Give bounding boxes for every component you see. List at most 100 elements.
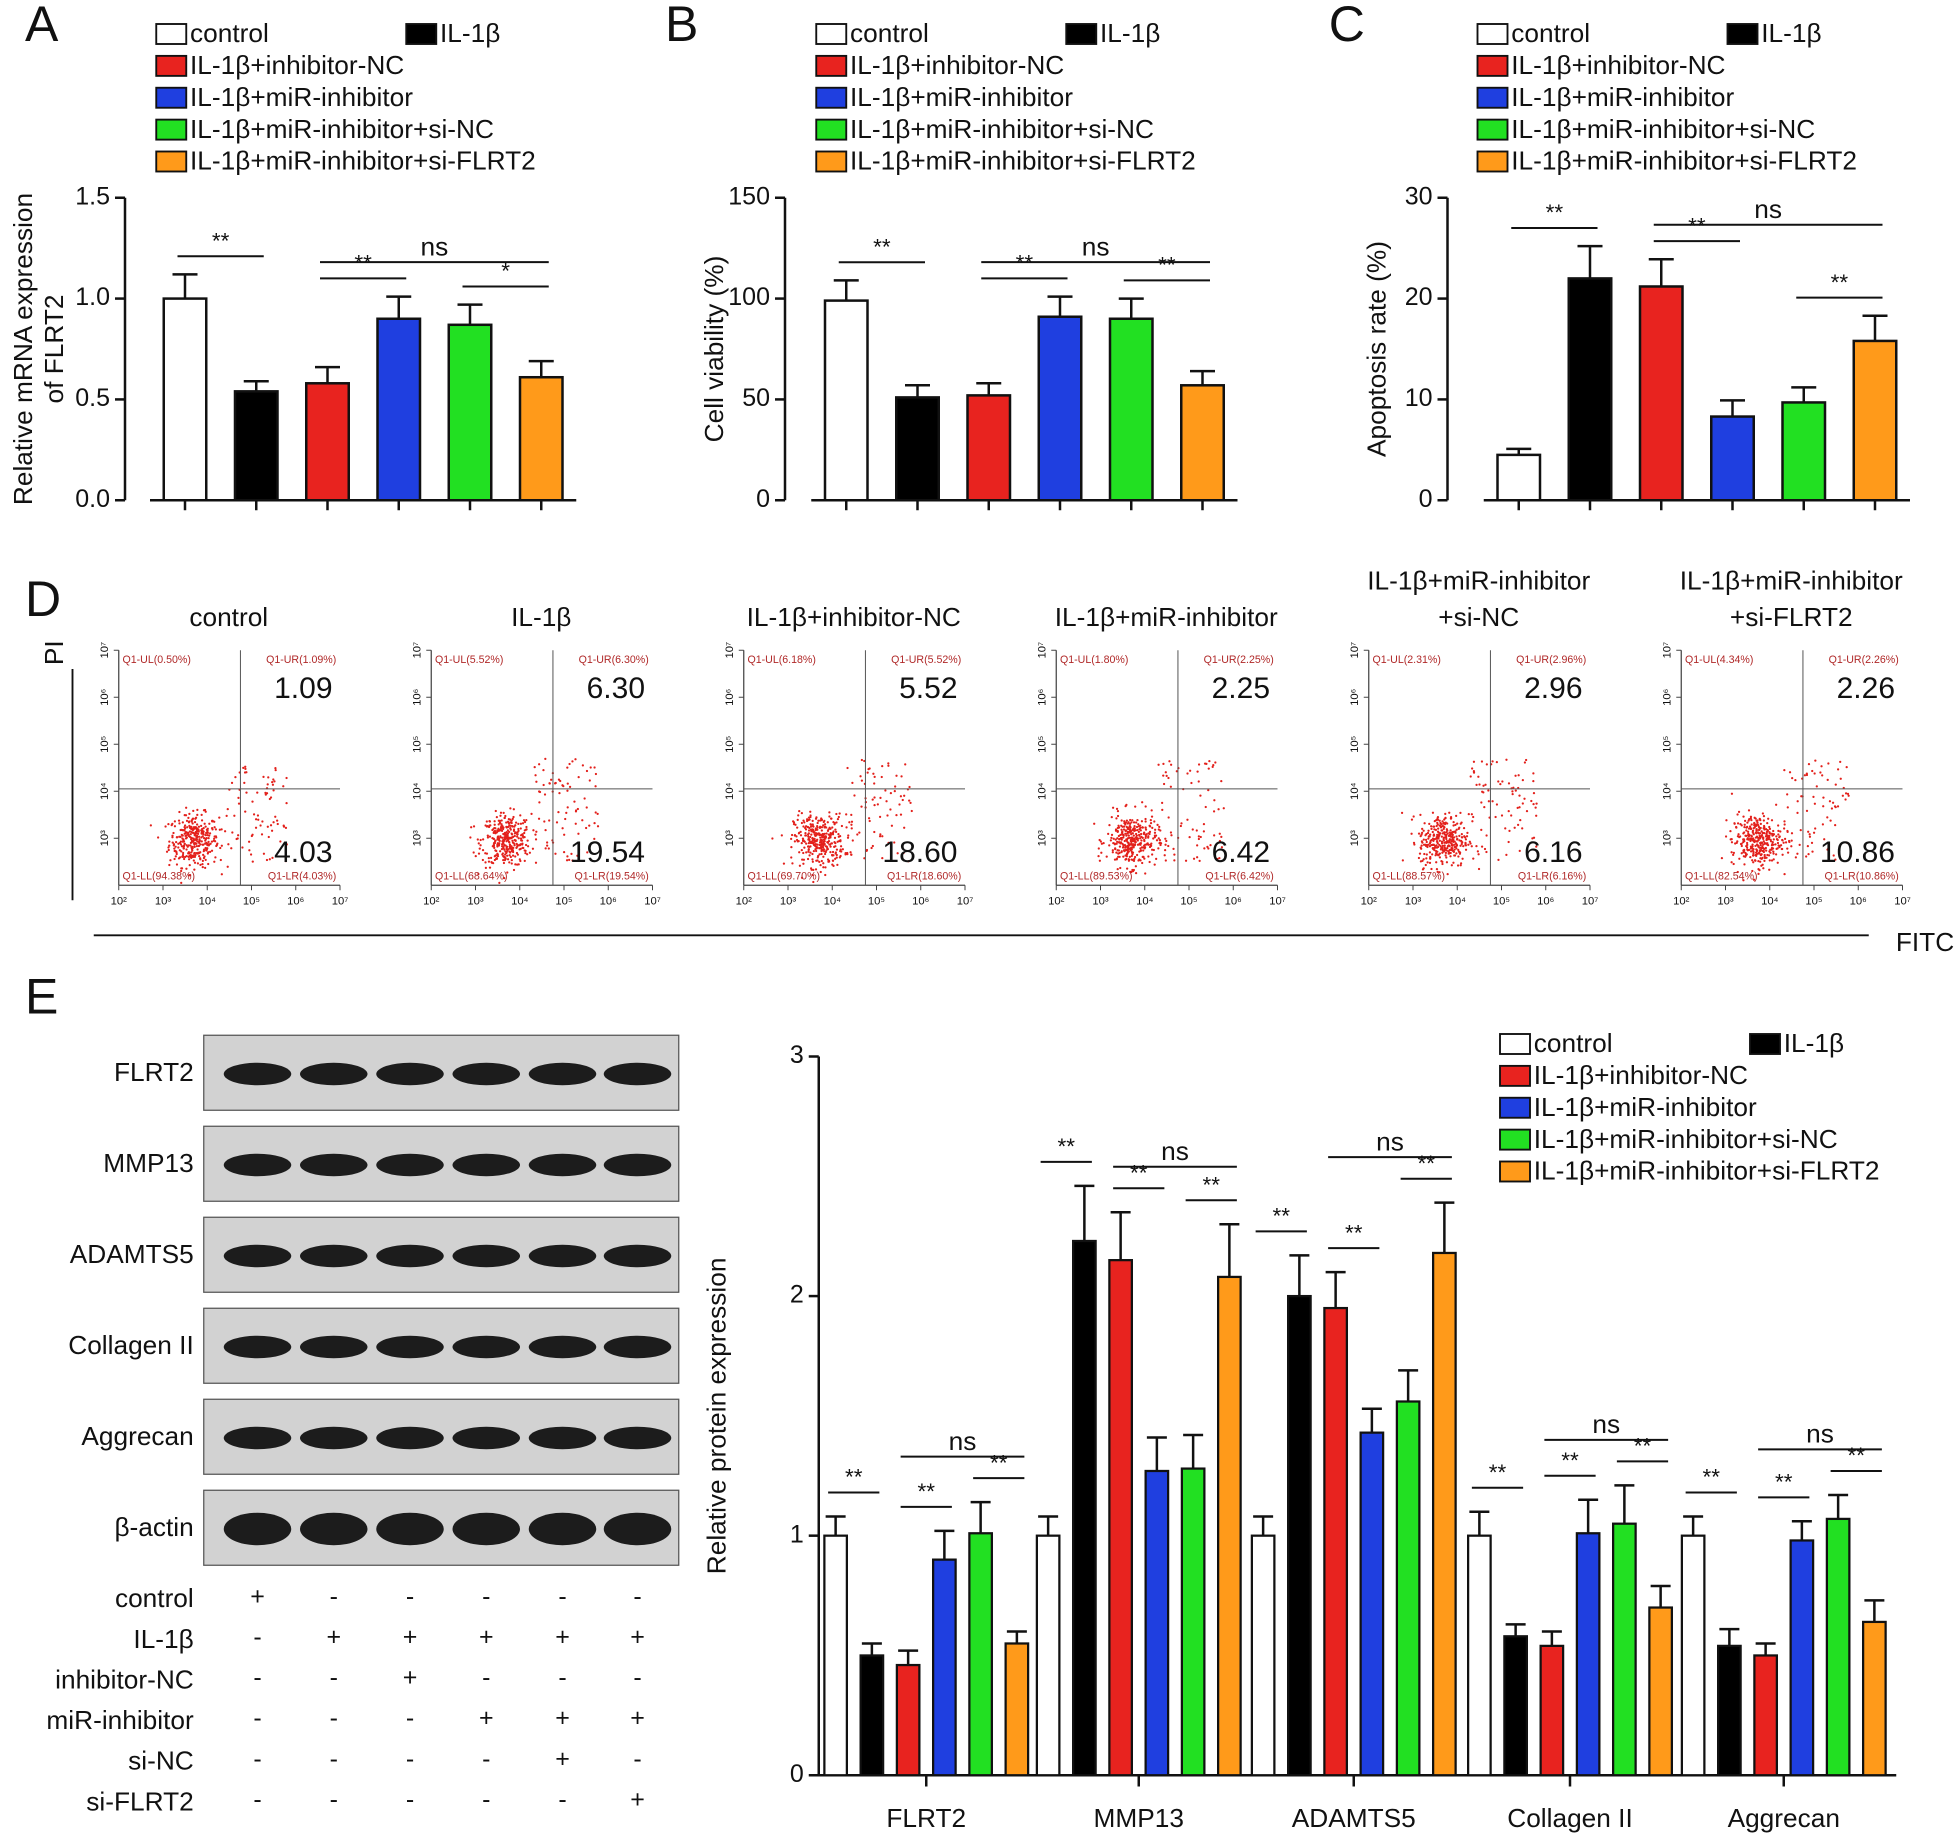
y-tick-label: 1.5: [75, 182, 110, 210]
event-dot: [1179, 824, 1182, 828]
event-dot: [811, 823, 814, 826]
event-dot: [1097, 854, 1100, 858]
legend-label: IL-1β: [1761, 18, 1821, 48]
x-tick-label: 10⁶: [1850, 895, 1867, 907]
event-dot: [201, 859, 204, 862]
event-dot: [1452, 824, 1455, 827]
event-dot: [1518, 806, 1521, 809]
event-dot: [1745, 829, 1748, 832]
event-dot: [1742, 879, 1745, 882]
event-dot: [1189, 769, 1192, 772]
significance-label: **: [917, 1479, 935, 1504]
event-dot: [1448, 811, 1451, 814]
event-dot: [800, 842, 803, 845]
event-dot: [192, 839, 195, 842]
significance-label: ns: [1806, 1419, 1834, 1449]
event-dot: [1443, 831, 1446, 834]
blot-label: MMP13: [103, 1148, 193, 1178]
event-dot: [1751, 859, 1754, 862]
event-dot: [822, 855, 825, 858]
event-dot: [872, 772, 875, 775]
panel-letter: B: [665, 0, 698, 52]
event-dot: [1752, 861, 1755, 864]
event-dot: [1480, 828, 1483, 831]
event-dot: [168, 840, 171, 843]
event-dot: [1120, 824, 1123, 827]
event-dot: [1431, 830, 1434, 834]
event-dot: [486, 834, 489, 837]
event-dot: [184, 814, 188, 817]
event-dot: [1216, 857, 1219, 861]
event-dot: [284, 859, 287, 863]
event-dot: [542, 783, 545, 787]
event-dot: [1441, 849, 1444, 852]
event-dot: [835, 821, 838, 824]
event-dot: [1747, 835, 1751, 838]
event-dot: [808, 818, 811, 821]
event-dot: [1459, 844, 1462, 847]
event-dot: [285, 843, 288, 846]
quadrant-label: Q1-LR(4.03%): [268, 870, 336, 882]
event-dot: [1803, 774, 1807, 777]
blot-label: ADAMTS5: [70, 1239, 194, 1269]
event-dot: [1438, 839, 1441, 842]
event-dot: [514, 821, 518, 824]
event-dot: [284, 826, 288, 829]
event-dot: [1417, 832, 1421, 835]
event-dot: [1453, 836, 1456, 839]
event-dot: [509, 828, 512, 831]
legend-label: control: [850, 18, 929, 48]
event-dot: [1410, 818, 1414, 821]
event-dot: [1460, 832, 1463, 836]
treatment-sign: -: [253, 1704, 261, 1732]
event-dot: [1758, 835, 1762, 838]
event-dot: [1763, 855, 1766, 858]
event-dot: [524, 843, 528, 847]
event-dot: [510, 819, 513, 822]
event-dot: [1427, 835, 1430, 838]
bar: [1753, 1654, 1778, 1777]
event-dot: [1530, 799, 1533, 803]
event-dot: [213, 826, 216, 829]
event-dot: [805, 842, 808, 845]
event-dot: [1428, 861, 1432, 865]
event-dot: [198, 854, 201, 858]
event-dot: [180, 881, 183, 885]
event-dot: [881, 856, 884, 860]
event-dot: [264, 791, 267, 794]
blot-band: [603, 1062, 672, 1086]
blot-band: [528, 1426, 597, 1450]
event-dot: [545, 841, 549, 844]
bar: [1035, 1534, 1061, 1777]
event-dot: [516, 833, 519, 836]
event-dot: [183, 855, 187, 859]
event-dot: [571, 859, 574, 862]
event-dot: [554, 852, 557, 855]
x-tick-label: MMP13: [1094, 1803, 1184, 1833]
event-dot: [502, 846, 505, 849]
event-dot: [1136, 818, 1139, 822]
event-dot: [256, 791, 259, 794]
blot-band: [376, 1062, 444, 1086]
event-dot: [801, 837, 805, 840]
event-dot: [1744, 854, 1748, 857]
event-dot: [878, 815, 882, 819]
event-dot: [1197, 763, 1201, 766]
event-dot: [1770, 819, 1774, 822]
event-dot: [1444, 817, 1447, 820]
event-dot: [175, 863, 179, 866]
event-dot: [496, 845, 499, 848]
event-dot: [1730, 851, 1733, 854]
quadrant-value: 2.96: [1524, 672, 1582, 705]
event-dot: [1814, 759, 1817, 762]
event-dot: [1442, 827, 1445, 830]
event-dot: [1836, 768, 1840, 771]
event-dot: [809, 825, 813, 828]
event-dot: [1783, 820, 1786, 823]
event-dot: [185, 831, 188, 834]
event-dot: [1507, 809, 1510, 813]
event-dot: [1730, 792, 1734, 795]
event-dot: [1438, 824, 1441, 827]
event-dot: [845, 826, 848, 829]
event-dot: [1759, 857, 1762, 860]
